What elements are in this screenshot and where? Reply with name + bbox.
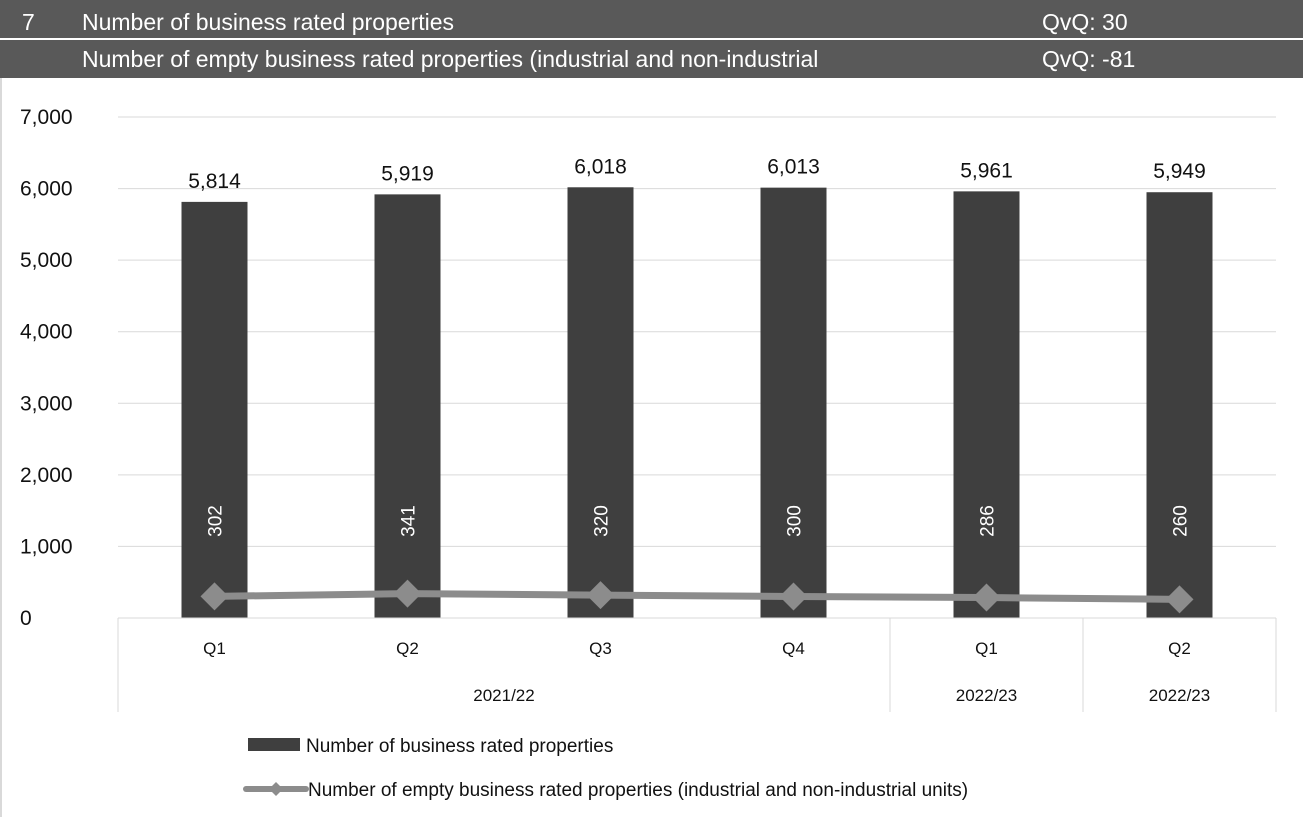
bar-data-label: 5,814 <box>188 170 241 193</box>
line-series <box>200 579 1194 614</box>
x-axis: Q1 Q2 Q3 Q4 Q1 Q2 2021/22 2022/23 2022/23 <box>117 617 1277 712</box>
bar-data-label: 5,949 <box>1153 160 1206 183</box>
line-data-labels: 302 341 320 300 286 260 <box>206 505 1192 537</box>
chart-header: 7 Number of business rated properties Qv… <box>0 0 1303 78</box>
x-category-label: Q4 <box>782 639 805 658</box>
header-title-1: Number of business rated properties <box>82 9 455 35</box>
bar <box>760 187 827 619</box>
line-point <box>972 583 1001 612</box>
bar <box>567 187 634 618</box>
header-row-2: Number of empty business rated propertie… <box>0 41 1303 77</box>
header-number: 7 <box>22 9 35 35</box>
header-row-1: 7 Number of business rated properties Qv… <box>0 4 1303 40</box>
chart-left-border <box>0 78 2 817</box>
y-tick-label: 4,000 <box>20 321 73 344</box>
header-divider <box>0 38 1303 40</box>
bar <box>1146 192 1213 619</box>
x-group-label: 2022/23 <box>956 686 1017 705</box>
bar <box>374 194 441 618</box>
line-data-label: 260 <box>1171 505 1192 537</box>
line-data-label: 286 <box>978 505 999 537</box>
x-category-label: Q2 <box>396 639 419 658</box>
line-data-label: 302 <box>206 505 227 537</box>
bar-series <box>181 187 1213 619</box>
y-tick-label: 7,000 <box>20 106 73 129</box>
bar-data-label: 5,961 <box>960 159 1013 182</box>
bar-data-label: 5,919 <box>381 162 434 185</box>
y-tick-label: 5,000 <box>20 249 73 272</box>
line-point <box>586 581 615 610</box>
x-category-label: Q1 <box>203 639 226 658</box>
y-tick-label: 2,000 <box>20 464 73 487</box>
legend-label-bar: Number of business rated properties <box>306 736 613 757</box>
line-point <box>393 579 422 608</box>
header-title-2: Number of empty business rated propertie… <box>82 46 819 72</box>
x-category-label: Q1 <box>975 639 998 658</box>
line-data-label: 341 <box>399 505 420 537</box>
gridlines <box>118 116 1276 619</box>
line-point <box>1165 585 1194 614</box>
line-data-label: 320 <box>592 505 613 537</box>
header-qvq-2: QvQ: -81 <box>1042 46 1136 72</box>
bar-data-label: 6,013 <box>767 156 820 179</box>
header-qvq-1: QvQ: 30 <box>1042 9 1128 35</box>
line-point <box>200 582 229 611</box>
y-tick-label: 1,000 <box>20 535 73 558</box>
x-group-label: 2022/23 <box>1149 686 1210 705</box>
y-tick-label: 0 <box>20 607 32 630</box>
legend-swatch-bar <box>248 738 300 751</box>
x-group-label: 2021/22 <box>473 686 534 705</box>
x-category-label: Q3 <box>589 639 612 658</box>
bar-data-labels: 5,814 5,919 6,018 6,013 5,961 5,949 <box>188 155 1206 193</box>
legend-swatch-marker <box>269 782 283 796</box>
y-axis-ticks: 0 1,000 2,000 3,000 4,000 5,000 6,000 7,000 <box>20 106 73 630</box>
line-point <box>779 582 808 611</box>
y-tick-label: 6,000 <box>20 178 73 201</box>
legend: Number of business rated properties Numbe… <box>243 736 968 801</box>
legend-label-line: Number of empty business rated propertie… <box>308 780 968 801</box>
line-data-label: 300 <box>785 505 806 537</box>
bar <box>953 191 1020 618</box>
x-category-label: Q2 <box>1168 639 1191 658</box>
bar <box>181 201 248 618</box>
line-path <box>214 590 1180 603</box>
bar-data-label: 6,018 <box>574 155 627 178</box>
y-tick-label: 3,000 <box>20 392 73 415</box>
